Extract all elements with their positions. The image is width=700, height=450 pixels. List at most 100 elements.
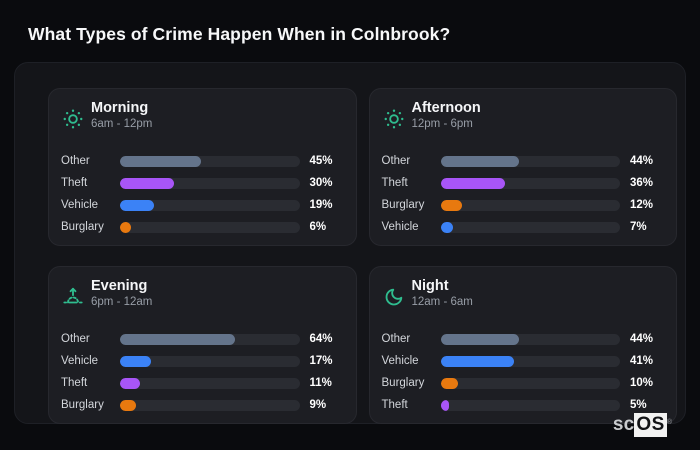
bar-value: 10% (630, 377, 654, 389)
bar-value: 41% (630, 355, 654, 367)
bar-label: Burglary (61, 221, 104, 233)
bar-value: 30% (309, 177, 333, 189)
bar-row: Other 64% (61, 328, 348, 350)
bar-row: Burglary 12% (382, 194, 669, 216)
bar-fill (440, 399, 450, 411)
bar-value: 12% (630, 199, 654, 211)
bar-track (440, 377, 620, 389)
bar-label: Theft (61, 177, 88, 189)
moon-icon (382, 285, 406, 309)
bar-track (120, 333, 300, 345)
bar-value: 64% (309, 333, 333, 345)
bar-row: Other 44% (382, 150, 669, 172)
bar-value: 11% (309, 377, 332, 389)
bar-value: 7% (630, 221, 647, 233)
bar-label: Other (381, 333, 411, 345)
panel-title: Afternoon (411, 100, 481, 116)
panel-evening-header: Evening 6pm - 12am (61, 278, 348, 309)
bar-fill (120, 177, 174, 189)
panel-morning-header: Morning 6am - 12pm (61, 100, 348, 131)
bar-row: Theft 11% (61, 372, 348, 394)
bar-track (120, 177, 300, 189)
scos-logo-prefix: sc (612, 414, 635, 435)
bar-track (440, 399, 620, 411)
panel-time-range: 12pm - 6pm (411, 118, 473, 130)
bar-track (440, 199, 620, 211)
bar-row: Burglary 6% (61, 216, 348, 238)
bar-label: Other (61, 333, 90, 345)
bar-track (440, 333, 620, 345)
bar-fill (120, 399, 137, 411)
bar-label: Burglary (381, 199, 425, 211)
bar-fill (120, 333, 235, 345)
bar-fill (120, 221, 131, 233)
bar-label: Vehicle (381, 221, 419, 233)
bar-fill (440, 355, 515, 367)
bar-row: Vehicle 7% (382, 216, 669, 238)
bar-row: Other 45% (61, 150, 348, 172)
panel-time-range: 6am - 12pm (91, 118, 153, 130)
bar-label: Theft (61, 377, 88, 389)
bar-fill (440, 377, 459, 389)
bar-label: Vehicle (381, 355, 419, 367)
bar-track (440, 177, 620, 189)
sun-icon (61, 107, 85, 131)
bar-row: Burglary 10% (382, 372, 669, 394)
bar-label: Other (381, 155, 411, 167)
page-title: What Types of Crime Happen When in Colnb… (28, 24, 451, 44)
bar-fill (440, 177, 506, 189)
bar-value: 36% (630, 177, 654, 189)
bar-label: Theft (381, 177, 408, 189)
sunrise-icon (61, 285, 85, 309)
crime-dashboard-card: Morning 6am - 12pm Other 45% Theft 30% V… (14, 62, 686, 424)
bar-label: Vehicle (61, 355, 99, 367)
bar-fill (120, 377, 140, 389)
panel-afternoon-header: Afternoon 12pm - 6pm (382, 100, 669, 131)
bar-label: Vehicle (61, 199, 99, 211)
bar-track (440, 221, 620, 233)
panel-time-range: 12am - 6am (411, 296, 473, 308)
panel-title: Night (411, 278, 449, 294)
bar-value: 19% (309, 199, 333, 211)
bar-track (120, 399, 300, 411)
bar-track (120, 355, 300, 367)
bar-fill (440, 221, 454, 233)
bar-track (120, 221, 300, 233)
bar-fill (120, 355, 151, 367)
bar-fill (120, 155, 201, 167)
bar-value: 45% (309, 155, 333, 167)
bar-fill (120, 199, 155, 211)
panel-evening: Evening 6pm - 12am Other 64% Vehicle 17%… (48, 266, 357, 424)
bar-row: Theft 5% (382, 394, 669, 416)
panel-night: Night 12am - 6am Other 44% Vehicle 41% B… (368, 266, 677, 424)
bar-track (120, 199, 300, 211)
bar-track (440, 355, 620, 367)
bar-row: Theft 36% (382, 172, 669, 194)
panel-title: Evening (91, 278, 148, 294)
bar-value: 17% (309, 355, 333, 367)
bar-value: 44% (630, 333, 654, 345)
bar-value: 9% (309, 399, 327, 411)
bar-value: 6% (309, 221, 327, 233)
bar-label: Theft (381, 399, 408, 411)
panel-morning: Morning 6am - 12pm Other 45% Theft 30% V… (48, 88, 357, 246)
bar-row: Vehicle 17% (61, 350, 348, 372)
scos-logo: sc OS ® (613, 413, 672, 437)
bar-value: 5% (630, 399, 647, 411)
bar-fill (440, 155, 520, 167)
panel-afternoon: Afternoon 12pm - 6pm Other 44% Theft 36%… (368, 88, 677, 246)
bar-track (440, 155, 620, 167)
bar-label: Burglary (61, 399, 104, 411)
bar-fill (440, 333, 520, 345)
bar-label: Other (61, 155, 90, 167)
panel-time-range: 6pm - 12am (91, 296, 153, 308)
bar-row: Vehicle 41% (382, 350, 669, 372)
scos-logo-suffix: OS (634, 413, 667, 437)
bar-fill (440, 199, 463, 211)
bar-row: Other 44% (382, 328, 669, 350)
panel-title: Morning (91, 100, 149, 116)
panel-night-header: Night 12am - 6am (382, 278, 669, 309)
bar-track (120, 155, 300, 167)
bar-row: Theft 30% (61, 172, 348, 194)
registered-trademark-icon: ® (666, 419, 672, 426)
